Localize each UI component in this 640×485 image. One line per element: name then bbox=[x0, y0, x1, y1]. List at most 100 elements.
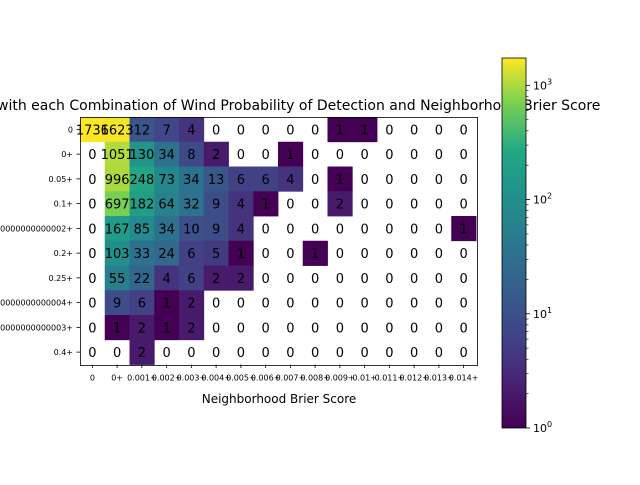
cell-value-label: 0 bbox=[336, 272, 344, 287]
cell-value-label: 10 bbox=[183, 222, 200, 237]
cell-value-label: 0 bbox=[410, 247, 418, 262]
x-tick-label: 0.009+ bbox=[325, 374, 355, 383]
cell-value-label: 0 bbox=[212, 346, 220, 361]
cell-value-label: 0 bbox=[336, 222, 344, 237]
cell-value-label: 6 bbox=[187, 247, 195, 262]
cell-value-label: 0 bbox=[435, 272, 443, 287]
cell-value-label: 0 bbox=[261, 272, 269, 287]
cell-value-label: 0 bbox=[286, 123, 294, 138]
cell-value-label: 1623 bbox=[101, 123, 134, 138]
cell-value-label: 248 bbox=[129, 173, 154, 188]
cell-value-label: 167 bbox=[105, 222, 130, 237]
x-axis-ticks: 0 0+ 0.001+0.002+0.003+0.004+0.005+0.006+0… bbox=[90, 365, 479, 383]
cell-value-label: 0 bbox=[286, 198, 294, 213]
cell-value-label: 0 bbox=[459, 123, 467, 138]
cell-value-label: 0 bbox=[261, 247, 269, 262]
cell-value-label: 0 bbox=[360, 321, 368, 336]
cell-value-label: 6 bbox=[237, 173, 245, 188]
y-tick-label: 0.2+ bbox=[54, 249, 73, 258]
cell-value-label: 2 bbox=[237, 272, 245, 287]
cell-value-label: 32 bbox=[183, 198, 200, 213]
cell-value-label: 0 bbox=[261, 222, 269, 237]
cell-value-label: 1 bbox=[360, 123, 368, 138]
cell-value-label: 0 bbox=[410, 272, 418, 287]
x-tick-label: 0.014+ bbox=[449, 374, 479, 383]
cell-value-label: 6 bbox=[187, 272, 195, 287]
cell-value-label: 0 bbox=[237, 297, 245, 312]
cell-value-label: 0 bbox=[410, 297, 418, 312]
cell-value-label: 0 bbox=[311, 321, 319, 336]
colorbar-tick-label: 102 bbox=[533, 192, 552, 207]
x-axis-label: Neighborhood Brier Score bbox=[202, 392, 357, 406]
cell-value-label: 0 bbox=[385, 198, 393, 213]
cell-value-label: 1 bbox=[286, 148, 294, 163]
cell-value-label: 0 bbox=[459, 148, 467, 163]
cell-value-label: 2 bbox=[187, 297, 195, 312]
cell-value-label: 0 bbox=[410, 198, 418, 213]
cell-value-label: 2 bbox=[187, 321, 195, 336]
cell-value-label: 2 bbox=[138, 346, 146, 361]
cell-value-label: 0 bbox=[410, 321, 418, 336]
cell-value-label: 0 bbox=[261, 123, 269, 138]
cell-value-label: 0 bbox=[88, 173, 96, 188]
cell-value-label: 1 bbox=[162, 297, 170, 312]
cell-value-label: 2 bbox=[336, 198, 344, 213]
cell-value-label: 1 bbox=[261, 198, 269, 213]
cell-value-label: 0 bbox=[286, 346, 294, 361]
y-tick-label: 0 bbox=[68, 125, 73, 134]
cell-value-label: 0 bbox=[385, 222, 393, 237]
cell-value-label: 0 bbox=[410, 173, 418, 188]
cell-value-label: 0 bbox=[261, 148, 269, 163]
cell-value-label: 0 bbox=[311, 297, 319, 312]
cell-value-label: 0 bbox=[88, 222, 96, 237]
cell-value-label: 0 bbox=[435, 123, 443, 138]
cell-value-label: 0 bbox=[385, 123, 393, 138]
cell-value-label: 1 bbox=[459, 222, 467, 237]
cell-value-label: 0 bbox=[113, 346, 121, 361]
cell-value-label: 9 bbox=[113, 297, 121, 312]
cell-value-label: 0 bbox=[459, 173, 467, 188]
cell-value-label: 0 bbox=[261, 321, 269, 336]
cell-value-label: 12 bbox=[134, 123, 151, 138]
cell-value-label: 1 bbox=[162, 321, 170, 336]
cell-value-label: 0 bbox=[212, 297, 220, 312]
cell-value-label: 0 bbox=[435, 198, 443, 213]
cell-value-label: 0 bbox=[162, 346, 170, 361]
x-tick-label: 0+ bbox=[111, 374, 123, 383]
cell-value-label: 0 bbox=[286, 272, 294, 287]
cell-value-label: 55 bbox=[109, 272, 126, 287]
cell-value-label: 0 bbox=[385, 321, 393, 336]
cell-value-label: 0 bbox=[237, 148, 245, 163]
cell-value-label: 0 bbox=[459, 272, 467, 287]
cell-value-label: 0 bbox=[435, 321, 443, 336]
cell-value-label: 33 bbox=[134, 247, 151, 262]
cell-value-label: 24 bbox=[158, 247, 175, 262]
cell-value-label: 85 bbox=[134, 222, 151, 237]
cell-value-label: 0 bbox=[385, 272, 393, 287]
cell-value-label: 0 bbox=[237, 321, 245, 336]
cell-value-label: 0 bbox=[88, 148, 96, 163]
cell-value-label: 0 bbox=[88, 321, 96, 336]
cell-value-label: 0 bbox=[385, 247, 393, 262]
cell-value-label: 0 bbox=[311, 222, 319, 237]
x-tick-label: 0 bbox=[90, 374, 95, 383]
cell-value-label: 0 bbox=[435, 148, 443, 163]
cell-value-label: 0 bbox=[360, 297, 368, 312]
cell-value-label: 0 bbox=[410, 148, 418, 163]
colorbar: 100 101 102 103 bbox=[502, 58, 552, 435]
cell-value-label: 0 bbox=[435, 173, 443, 188]
cell-value-label: 103 bbox=[105, 247, 130, 262]
cell-value-label: 0 bbox=[459, 297, 467, 312]
cell-value-label: 7 bbox=[162, 123, 170, 138]
cell-value-label: 1 bbox=[113, 321, 121, 336]
cell-value-label: 0 bbox=[88, 272, 96, 287]
cell-value-label: 0 bbox=[237, 123, 245, 138]
y-tick-label: 0+ bbox=[61, 150, 73, 159]
colorbar-tick-label: 100 bbox=[533, 420, 552, 435]
cell-value-label: 0 bbox=[286, 321, 294, 336]
y-axis-ticks: 0 0+ 0.05+ 0.1+ 0.15000000000000002+ 0.2+ 0.25… bbox=[0, 125, 80, 357]
cell-value-label: 697 bbox=[105, 198, 130, 213]
cell-value-label: 0 bbox=[435, 222, 443, 237]
